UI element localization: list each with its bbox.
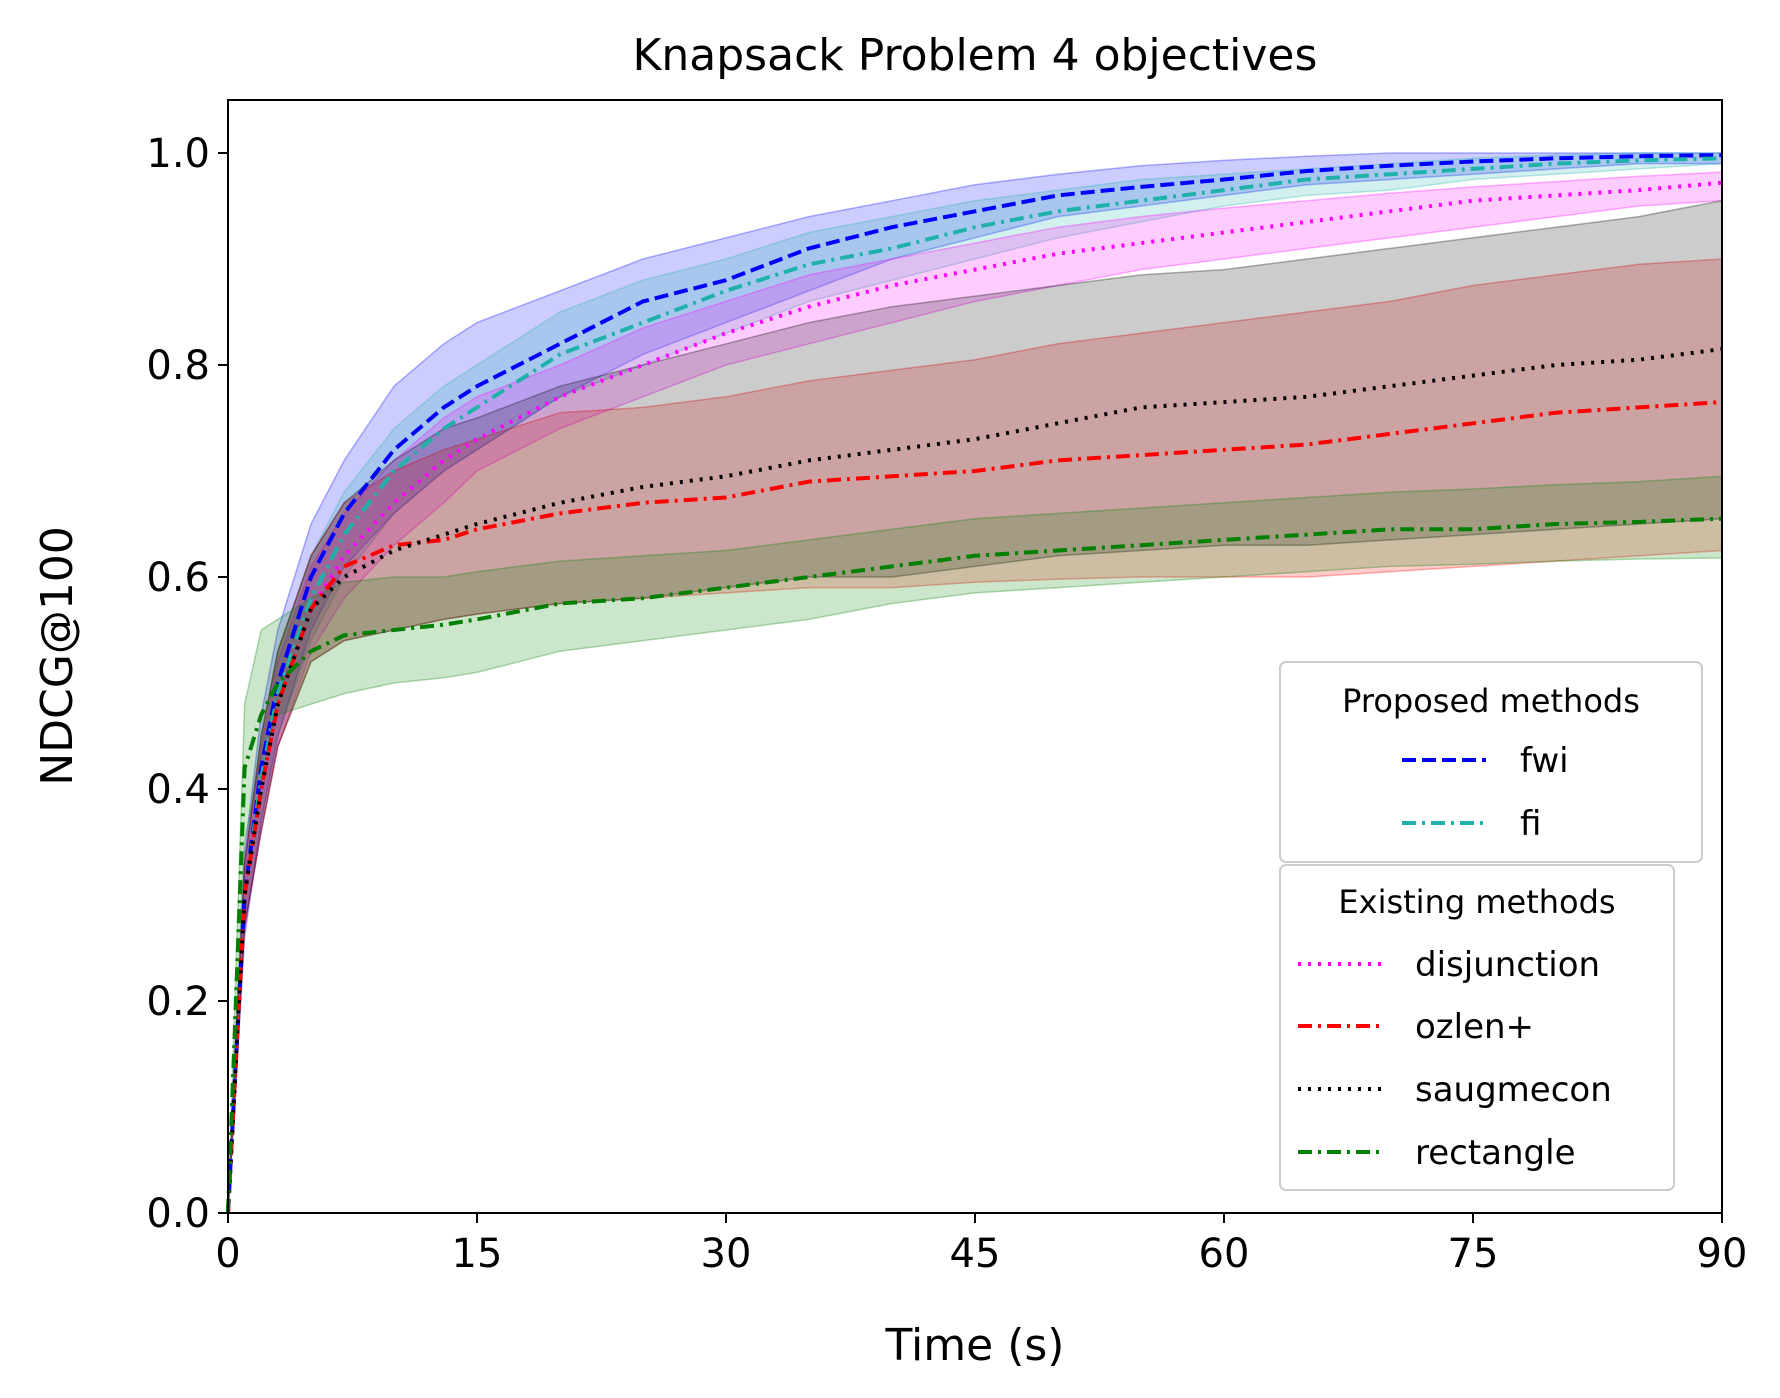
y-tick-label: 0.6 — [146, 555, 210, 601]
legend-label-fi: fi — [1520, 804, 1541, 844]
x-tick-label: 45 — [950, 1231, 1001, 1277]
y-tick-label: 0.0 — [146, 1191, 210, 1237]
line-fwi — [226, 153, 1723, 1214]
line-rectangle — [226, 516, 1723, 1214]
y-tick-label: 0.8 — [146, 343, 210, 389]
line-saugmecon — [226, 347, 1723, 1214]
y-axis-ticks: 0.0 0.2 0.4 0.6 0.8 1.0 — [146, 131, 228, 1237]
legend-existing-title: Existing methods — [1338, 883, 1615, 921]
y-tick-label: 1.0 — [146, 131, 210, 177]
legend-existing: Existing methods disjunction ozlen+ saug… — [1279, 864, 1675, 1191]
legend-label-rectangle: rectangle — [1415, 1133, 1576, 1173]
y-tick-label: 0.4 — [146, 767, 210, 813]
x-tick-label: 0 — [215, 1231, 240, 1277]
legend-existing-frame — [1279, 864, 1675, 1191]
legend-proposed-frame — [1279, 661, 1703, 863]
x-tick-label: 30 — [701, 1231, 752, 1277]
legend-label-ozlen: ozlen+ — [1415, 1007, 1534, 1047]
y-axis-label: NDCG@100 — [32, 526, 83, 786]
line-fi — [226, 156, 1723, 1214]
x-tick-label: 75 — [1448, 1231, 1499, 1277]
x-axis-ticks: 0 15 30 45 60 75 90 — [215, 1213, 1747, 1277]
x-axis-label: Time (s) — [885, 1320, 1065, 1371]
legend-label-disjunction: disjunction — [1415, 945, 1600, 985]
confidence-bands — [227, 152, 1723, 1214]
x-tick-label: 15 — [452, 1231, 503, 1277]
y-tick-label: 0.2 — [146, 979, 210, 1025]
x-tick-label: 60 — [1199, 1231, 1250, 1277]
series-lines — [226, 153, 1723, 1214]
legend-label-fwi: fwi — [1520, 741, 1569, 781]
legend-label-saugmecon: saugmecon — [1415, 1070, 1612, 1110]
x-tick-label: 90 — [1697, 1231, 1748, 1277]
legend-proposed-title: Proposed methods — [1342, 682, 1640, 720]
legend-proposed: Proposed methods fwi fi — [1279, 661, 1703, 863]
chart-title: Knapsack Problem 4 objectives — [633, 30, 1318, 81]
